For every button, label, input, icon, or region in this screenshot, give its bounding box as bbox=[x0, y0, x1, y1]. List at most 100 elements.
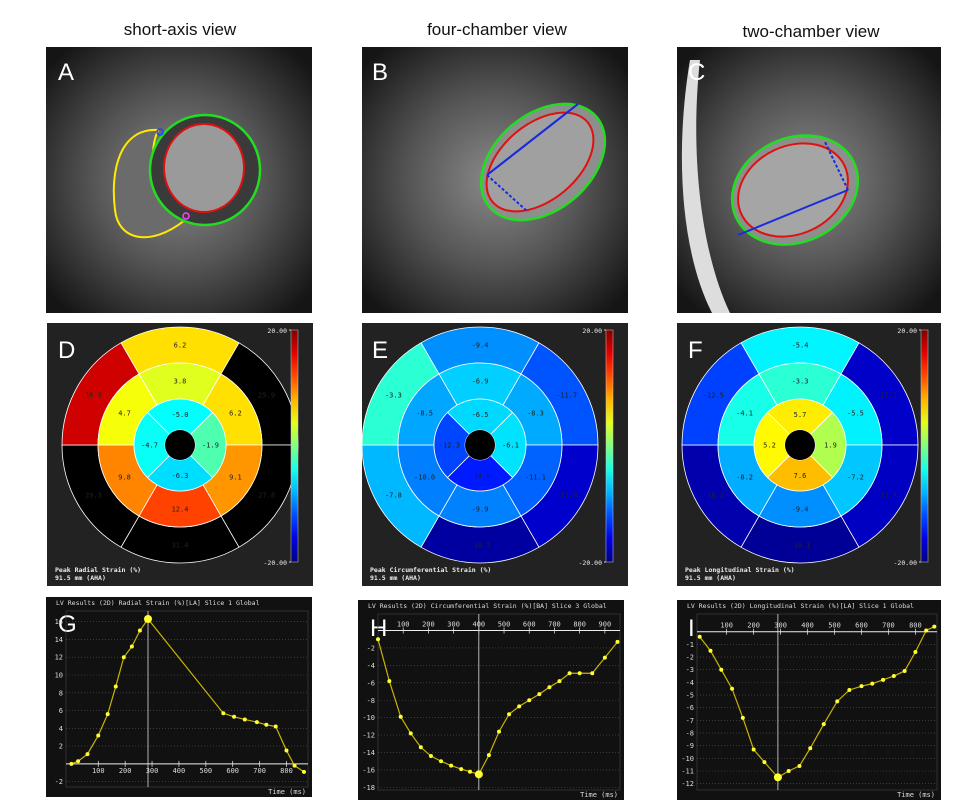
panel-letter: A bbox=[58, 59, 74, 86]
segment-label: -14.0 bbox=[469, 472, 490, 480]
y-tick-label: -4 bbox=[686, 679, 694, 687]
data-point bbox=[468, 769, 473, 774]
data-point bbox=[449, 763, 454, 768]
segment-label: -6.3 bbox=[172, 472, 189, 480]
y-tick-label: -10 bbox=[362, 714, 375, 722]
colorbar-label: 20.00 bbox=[267, 327, 287, 335]
segment-label: -17.1 bbox=[876, 392, 897, 400]
segment-label: 4.7 bbox=[118, 410, 131, 418]
segment-label: -5.5 bbox=[847, 410, 864, 418]
data-point bbox=[242, 717, 247, 722]
panel-letter: F bbox=[688, 337, 703, 364]
segment-label: -8.5 bbox=[416, 410, 433, 418]
data-point bbox=[527, 698, 532, 703]
y-tick-label: -2 bbox=[686, 654, 694, 662]
x-tick-label: 500 bbox=[828, 622, 841, 630]
data-point bbox=[602, 655, 607, 660]
column-title: two-chamber view bbox=[743, 22, 881, 41]
x-tick-label: 600 bbox=[855, 622, 868, 630]
data-point bbox=[76, 759, 81, 764]
y-tick-label: -4 bbox=[367, 662, 375, 670]
chart-title: LV Results (2D) Circumferential Strain (… bbox=[368, 602, 607, 610]
y-tick-label: 4 bbox=[59, 725, 63, 733]
data-point bbox=[773, 773, 782, 782]
segment-label: -12.3 bbox=[439, 442, 460, 450]
segment-label: -1.9 bbox=[202, 442, 219, 450]
data-point bbox=[273, 724, 278, 729]
segment-label: -12.5 bbox=[703, 392, 724, 400]
data-point bbox=[497, 729, 501, 734]
segment-label: 5.2 bbox=[763, 442, 776, 450]
mri-a bbox=[46, 47, 312, 313]
segment-label: 9.1 bbox=[229, 474, 242, 482]
y-tick-label: -3 bbox=[686, 666, 694, 674]
segment-label: 31.4 bbox=[172, 542, 189, 550]
chart-title: LV Results (2D) Radial Strain (%)[LA] Sl… bbox=[56, 599, 260, 607]
segment-label: 16.9 bbox=[85, 392, 102, 400]
mri-c bbox=[677, 47, 941, 313]
segment-label: -5.4 bbox=[792, 342, 809, 350]
x-tick-label: 500 bbox=[199, 767, 212, 775]
data-point bbox=[557, 679, 562, 684]
x-tick-label: 400 bbox=[801, 622, 814, 630]
y-tick-label: -18 bbox=[362, 784, 375, 792]
y-tick-label: 10 bbox=[55, 672, 63, 680]
segment-label: -5.0 bbox=[172, 411, 189, 419]
segment-label: 29.3 bbox=[85, 492, 102, 500]
column-title: four-chamber view bbox=[427, 20, 568, 39]
x-axis-label: Time (ms) bbox=[580, 791, 618, 799]
segment-label: -3.3 bbox=[385, 392, 402, 400]
x-axis-label: Time (ms) bbox=[268, 788, 306, 796]
segment-label: -11.7 bbox=[556, 392, 577, 400]
panel-letter: E bbox=[372, 337, 388, 364]
data-point bbox=[615, 639, 620, 644]
data-point bbox=[786, 769, 791, 774]
data-point bbox=[105, 712, 110, 717]
x-tick-label: 500 bbox=[498, 621, 511, 629]
segment-label: 25.9 bbox=[258, 392, 275, 400]
segment-label: 6.2 bbox=[229, 410, 242, 418]
data-point bbox=[69, 761, 74, 766]
y-tick-label: -9 bbox=[686, 742, 694, 750]
data-point bbox=[859, 684, 864, 689]
y-tick-label: 2 bbox=[59, 743, 63, 751]
segment-label: -6.5 bbox=[472, 411, 489, 419]
colorbar bbox=[290, 329, 299, 563]
data-point bbox=[891, 674, 896, 679]
data-point bbox=[376, 637, 380, 642]
data-point bbox=[439, 759, 444, 764]
data-point bbox=[121, 655, 126, 660]
data-point bbox=[398, 714, 403, 719]
x-tick-label: 900 bbox=[599, 621, 612, 629]
y-tick-label: -12 bbox=[362, 732, 375, 740]
x-tick-label: 700 bbox=[882, 622, 895, 630]
data-point bbox=[221, 711, 226, 716]
x-tick-label: 100 bbox=[397, 621, 410, 629]
data-point bbox=[537, 692, 542, 697]
segment-label: -17.0 bbox=[556, 492, 577, 500]
x-tick-label: 600 bbox=[226, 767, 239, 775]
data-point bbox=[808, 746, 813, 751]
data-point bbox=[129, 644, 134, 649]
y-tick-label: 14 bbox=[55, 636, 63, 644]
data-point bbox=[567, 671, 572, 676]
data-point bbox=[85, 752, 90, 757]
colorbar-label: 20.00 bbox=[897, 327, 917, 335]
segment-label: -18.7 bbox=[469, 542, 490, 550]
data-point bbox=[902, 668, 907, 673]
x-tick-label: 300 bbox=[774, 622, 787, 630]
segment-label: -9.4 bbox=[792, 506, 809, 514]
colorbar-label: -20.00 bbox=[894, 559, 918, 567]
segment-label: -6.1 bbox=[502, 442, 519, 450]
data-point bbox=[762, 760, 767, 765]
apex-hole bbox=[465, 430, 495, 460]
data-point bbox=[821, 722, 826, 727]
segment-label: 12.4 bbox=[172, 506, 189, 514]
data-point bbox=[577, 671, 582, 676]
data-point bbox=[835, 699, 840, 704]
x-tick-label: 800 bbox=[280, 767, 293, 775]
panel-letter: I bbox=[688, 615, 695, 642]
panel-letter: B bbox=[372, 59, 388, 86]
y-tick-label: 12 bbox=[55, 654, 63, 662]
